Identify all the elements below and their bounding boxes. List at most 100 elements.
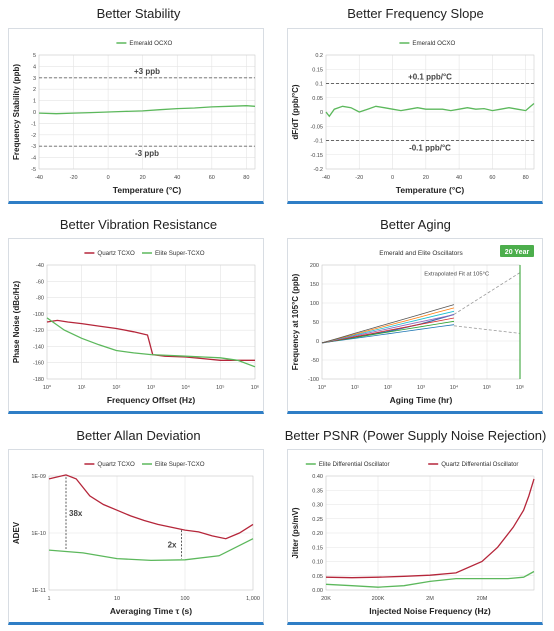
x-tick-label: 40 <box>174 175 180 181</box>
y-tick-label: 1E-11 <box>32 588 46 594</box>
y-tick-label: 0.05 <box>312 574 323 580</box>
chart-card-psnr: 20K 200K 2M 20M 0.40 0.35 0.30 0.25 0.20 0.15 0.10… <box>287 449 543 625</box>
aging-curve <box>321 324 455 344</box>
x-tick-label: 20K <box>321 596 331 602</box>
x-tick-label: -40 <box>35 175 43 181</box>
x-tick-label: 80 <box>523 175 529 181</box>
extrapolation-lower <box>453 325 521 334</box>
x-tick-label: 10⁰ <box>43 384 52 391</box>
x-tick-label: 2M <box>426 596 434 602</box>
y-tick-label: -3 <box>31 144 36 150</box>
legend-label: Quartz TCXO <box>97 250 135 257</box>
x-tick-label: 10⁴ <box>181 384 190 391</box>
y-tick-label: 0.25 <box>312 517 323 523</box>
x-tick-label: 10⁴ <box>450 384 459 391</box>
y-tick-label: 0.05 <box>312 96 323 102</box>
y-tick-label: 0.1 <box>315 82 323 88</box>
legend-label: Elite Super-TCXO <box>155 250 205 257</box>
series-line <box>48 474 254 540</box>
panel-title-slope: Better Frequency Slope <box>347 6 484 21</box>
x-tick-label: 10¹ <box>351 385 359 391</box>
x-tick-label: 1,000 <box>246 596 260 602</box>
series-line <box>38 105 256 115</box>
x-tick-label: -20 <box>70 175 78 181</box>
chart-aging: 10⁰ 10¹ 10² 10³ 10⁴ 10⁵ 10⁶ 200 150 100 50 0 -50 -100… <box>291 245 534 405</box>
x-tick-label: 60 <box>209 175 215 181</box>
chart-slope: -40 -20 0 20 40 60 80 0.2 0.15 0.1 0.05 0 -0.05 -0.1 -… <box>291 40 535 195</box>
y-tick-label: 150 <box>310 282 319 288</box>
aging-curve <box>321 314 455 344</box>
legend-label: Elite Differential Oscillator <box>319 461 390 468</box>
y-tick-label: 100 <box>310 301 319 307</box>
x-tick-label: 200K <box>372 596 385 602</box>
legend-label: Emerald OCXO <box>412 40 455 47</box>
panel-title-allan: Better Allan Deviation <box>76 428 201 443</box>
x-tick-label: 10⁰ <box>318 384 327 391</box>
y-tick-label: -180 <box>33 377 44 383</box>
y-tick-label: 0.35 <box>312 488 323 494</box>
legend-label: Emerald OCXO <box>129 40 172 47</box>
y-tick-label: -0.1 <box>314 139 323 145</box>
y-tick-label: 0.15 <box>312 545 323 551</box>
y-tick-label: 0.20 <box>312 531 323 537</box>
x-tick-label: -40 <box>322 175 330 181</box>
x-tick-label: -20 <box>355 175 363 181</box>
chart-vibration: 10⁰ 10¹ 10² 10³ 10⁴ 10⁵ 10⁶ -40 -60 -80 -100 -120 -1… <box>12 250 259 405</box>
plot-frame <box>325 475 535 591</box>
y-tick-label: 0 <box>33 110 36 116</box>
x-axis-label: Temperature (°C) <box>113 185 182 195</box>
y-tick-label: -120 <box>33 328 44 334</box>
x-tick-label: 20 <box>140 175 146 181</box>
y-tick-label: 200 <box>310 263 319 269</box>
aging-curve <box>321 317 455 344</box>
chart-card-allan: 1 10 100 1,000 1E-09 1E-10 1E-11 Averaging Time… <box>8 449 264 625</box>
x-tick-label: 10² <box>384 385 392 391</box>
y-tick-label: 0.2 <box>315 53 323 59</box>
chart-card-stability: -40 -20 0 20 40 60 80 5 4 3 2 1 0 -1 -2 -3 -4 -5 Temperatu… <box>8 28 264 204</box>
chart-allan: 1 10 100 1,000 1E-09 1E-10 1E-11 Averaging Time… <box>12 461 260 616</box>
extrapolation-annotation: Extrapolated Fit at 105°C <box>424 272 489 278</box>
twenty-year-label: 20 Year <box>505 249 530 256</box>
y-tick-label: -80 <box>36 296 44 302</box>
aging-curve <box>321 320 455 344</box>
x-tick-label: 100 <box>180 596 189 602</box>
y-tick-label: 2 <box>33 87 36 93</box>
y-axis-label: Phase Noise (dBc/Hz) <box>12 281 21 364</box>
x-tick-label: 10³ <box>147 385 155 391</box>
y-tick-label: -100 <box>33 312 44 318</box>
plot-frame <box>38 54 256 170</box>
legend-label: Quartz TCXO <box>97 461 135 468</box>
x-axis-label: Aging Time (hr) <box>390 395 453 405</box>
x-tick-label: 10⁵ <box>216 384 224 391</box>
y-tick-label: 5 <box>33 53 36 59</box>
y-tick-label: 0.15 <box>312 67 323 73</box>
y-axis-label: ADEV <box>12 521 21 544</box>
y-axis-label: Frequency Stability (ppb) <box>12 64 21 160</box>
x-tick-label: 0 <box>107 175 110 181</box>
y-tick-label: 0.40 <box>312 474 323 480</box>
y-tick-label: 0.10 <box>312 560 323 566</box>
y-tick-label: 0.00 <box>312 588 323 594</box>
series-line <box>453 272 521 315</box>
y-tick-label: -140 <box>33 344 44 350</box>
limit-annotation: -3 ppb <box>135 149 159 158</box>
x-tick-label: 80 <box>243 175 249 181</box>
x-tick-label: 10⁶ <box>251 384 259 391</box>
aging-curve <box>321 307 455 344</box>
series-line <box>46 319 255 361</box>
x-axis-label: Injected Noise Frequency (Hz) <box>369 606 491 616</box>
legend-label: Emerald and Elite Oscillators <box>379 250 463 257</box>
legend-label: Elite Super-TCXO <box>155 461 205 468</box>
chart-stability: -40 -20 0 20 40 60 80 5 4 3 2 1 0 -1 -2 -3 -4 -5 Temperatu… <box>12 40 256 195</box>
series-line <box>325 478 535 579</box>
x-tick-label: 10¹ <box>78 385 86 391</box>
x-axis-label: Temperature (°C) <box>396 185 465 195</box>
y-axis-label: Frequency at 105°C (ppb) <box>291 273 300 370</box>
panel-title-psnr: Better PSNR (Power Supply Noise Rejectio… <box>284 428 547 443</box>
series-line <box>46 317 256 368</box>
chart-card-aging: 10⁰ 10¹ 10² 10³ 10⁴ 10⁵ 10⁶ 200 150 100 50 0 -50 -100… <box>287 238 543 414</box>
x-tick-label: 20 <box>423 175 429 181</box>
y-axis-label: Jitter (ps/mV) <box>291 507 300 558</box>
y-tick-label: 1E-10 <box>31 531 46 537</box>
chart-card-vibration: 10⁰ 10¹ 10² 10³ 10⁴ 10⁵ 10⁶ -40 -60 -80 -100 -120 -1… <box>8 238 264 414</box>
